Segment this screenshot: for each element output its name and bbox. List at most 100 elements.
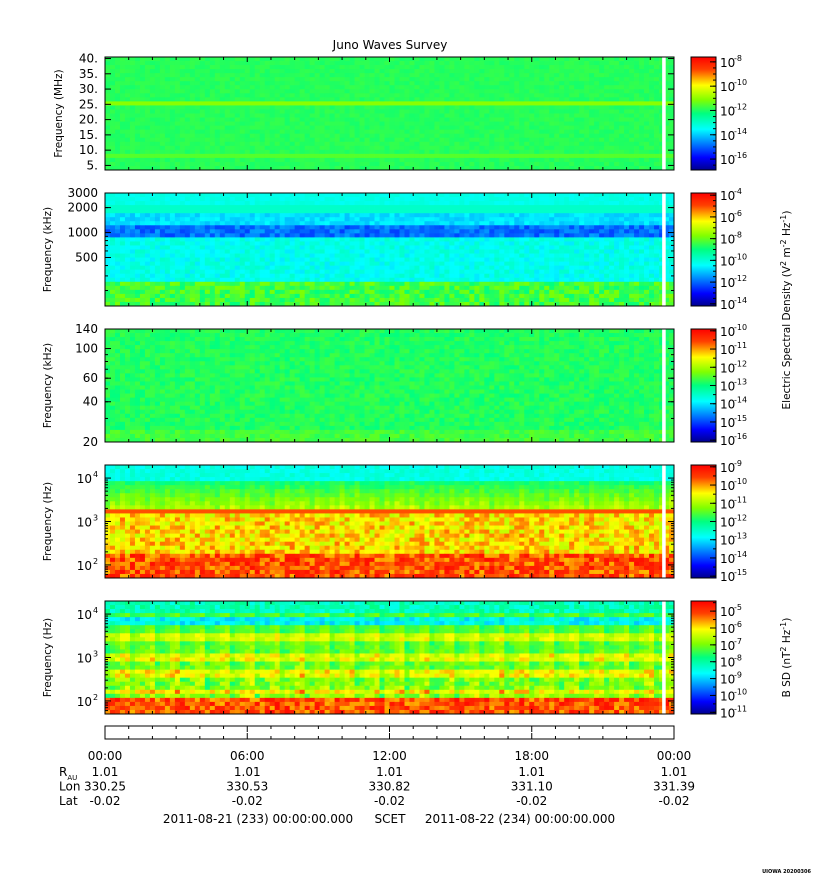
spectrogram-cell: [304, 85, 311, 90]
spectrogram-cell: [309, 217, 316, 222]
spectrogram-cell: [589, 141, 595, 147]
spectrogram-cell: [509, 141, 515, 147]
spectrogram-cell: [119, 141, 126, 147]
spectrogram-cell: [199, 101, 206, 106]
spectrogram-cell: [534, 133, 540, 139]
spectrogram-cell: [234, 225, 241, 230]
spectrogram-cell: [669, 213, 675, 218]
spectrogram-cell: [474, 133, 480, 139]
spectrogram-cell: [229, 193, 236, 198]
spectrogram-cell: [639, 145, 645, 151]
spectrogram-cell: [234, 121, 241, 127]
spectrogram-cell: [334, 161, 340, 167]
spectrogram-cell: [529, 133, 535, 139]
spectrogram-cell: [469, 73, 475, 78]
spectrogram-cell: [349, 105, 355, 110]
colorbar-tick-label: 10: [720, 56, 735, 70]
spectrogram-cell: [609, 73, 615, 78]
spectrogram-cell: [249, 101, 256, 106]
spectrogram-cell: [659, 241, 665, 246]
spectrogram-cell: [209, 97, 216, 102]
spectrogram-cell: [634, 121, 640, 127]
spectrogram-cell: [579, 225, 585, 230]
spectrogram-cell: [414, 69, 420, 74]
spectrogram-cell: [539, 245, 545, 250]
spectrogram-cell: [399, 221, 405, 226]
spectrogram-cell: [484, 229, 490, 234]
spectrogram-cell: [429, 73, 435, 78]
spectrogram-cell: [144, 73, 151, 78]
spectrogram-cell: [354, 137, 360, 143]
spectrogram-cell: [509, 125, 515, 131]
spectrogram-cell: [164, 97, 171, 102]
spectrogram-cell: [114, 221, 121, 226]
spectrogram-cell: [164, 77, 171, 82]
spectrogram-cell: [639, 205, 645, 210]
spectrogram-cell: [509, 105, 515, 110]
spectrogram-cell: [489, 233, 495, 238]
spectrogram-cell: [149, 225, 156, 230]
spectrogram-cell: [554, 233, 560, 238]
spectrogram-cell: [539, 137, 545, 143]
spectrogram-cell: [489, 73, 495, 78]
spectrogram-cell: [159, 125, 166, 131]
spectrogram-cell: [299, 61, 306, 66]
spectrogram-cell: [204, 85, 211, 90]
spectrogram-cell: [289, 125, 296, 131]
spectrogram-cell: [259, 201, 266, 206]
spectrogram-cell: [129, 213, 136, 218]
spectrogram-cell: [139, 133, 146, 139]
spectrogram-cell: [624, 221, 630, 226]
spectrogram-cell: [524, 161, 530, 167]
spectrogram-cell: [594, 201, 600, 206]
spectrogram-cell: [509, 165, 515, 171]
spectrogram-cell: [184, 193, 191, 198]
spectrogram-cell: [554, 221, 560, 226]
spectrogram-cell: [459, 97, 465, 102]
spectrogram-cell: [164, 137, 171, 143]
spectrogram-cell: [234, 65, 241, 70]
spectrogram-cell: [534, 245, 540, 250]
spectrogram-cell: [289, 217, 296, 222]
spectrogram-cell: [149, 81, 156, 86]
spectrogram-cell: [554, 97, 560, 102]
spectrogram-cell: [649, 105, 655, 110]
spectrogram-cell: [514, 89, 520, 94]
spectrogram-cell: [524, 241, 530, 246]
spectrogram-cell: [549, 57, 555, 62]
spectrogram-cell: [209, 125, 216, 131]
spectrogram-cell: [449, 165, 455, 171]
spectrogram-cell: [204, 129, 211, 135]
spectrogram-cell: [224, 137, 231, 143]
spectrogram-cell: [329, 113, 335, 118]
spectrogram-cell: [379, 161, 385, 167]
spectrogram-cell: [414, 153, 420, 159]
spectrogram-cell: [389, 57, 395, 62]
spectrogram-cell: [209, 61, 216, 66]
spectrogram-cell: [664, 137, 670, 143]
spectrogram-cell: [239, 213, 246, 218]
spectrogram-cell: [264, 229, 271, 234]
spectrogram-cell: [479, 241, 485, 246]
spectrogram-cell: [254, 201, 261, 206]
spectrogram-cell: [259, 65, 266, 70]
spectrogram-cell: [589, 193, 595, 198]
spectrogram-cell: [574, 77, 580, 82]
spectrogram-cell: [349, 89, 355, 94]
colorbar-tick-label: 10: [720, 104, 735, 118]
spectrogram-cell: [609, 85, 615, 90]
spectrogram-cell: [284, 229, 291, 234]
spectrogram-cell: [509, 213, 515, 218]
spectrogram-cell: [244, 77, 251, 82]
spectrogram-cell: [139, 209, 146, 214]
spectrogram-cell: [274, 225, 281, 230]
spectrogram-cell: [134, 77, 141, 82]
spectrogram-cell: [569, 201, 575, 206]
spectrogram-cell: [304, 233, 311, 238]
spectrogram-cell: [394, 133, 400, 139]
spectrogram-cell: [454, 113, 460, 118]
spectrogram-cell: [619, 245, 625, 250]
spectrogram-cell: [669, 81, 675, 86]
spectrogram-cell: [364, 149, 370, 155]
spectrogram-cell: [409, 241, 415, 246]
